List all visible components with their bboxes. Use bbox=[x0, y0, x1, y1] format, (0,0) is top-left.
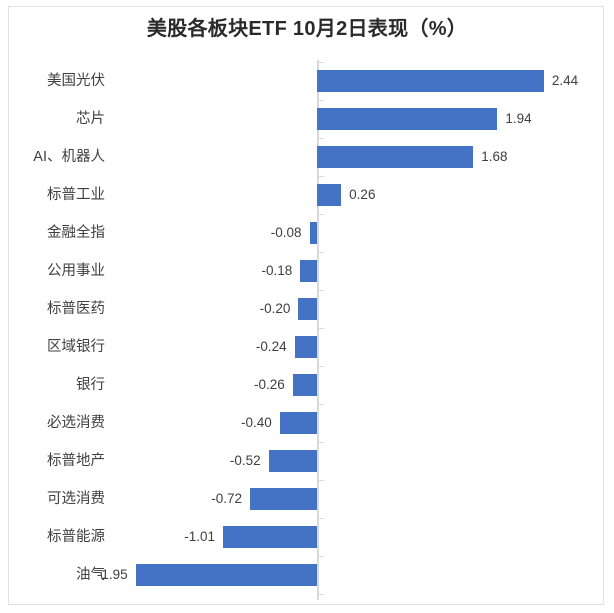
category-label: 标普医药 bbox=[47, 301, 105, 317]
axis-tick bbox=[318, 138, 324, 139]
axis-tick bbox=[318, 214, 324, 215]
axis-tick bbox=[318, 290, 324, 291]
bar bbox=[223, 526, 317, 548]
bar bbox=[279, 412, 317, 434]
category-label: 区域银行 bbox=[47, 339, 105, 355]
bar-row: 银行 -0.26 bbox=[0, 366, 614, 404]
value-label: -1.01 bbox=[184, 529, 216, 544]
bar bbox=[317, 146, 474, 168]
bar bbox=[317, 108, 498, 130]
bar bbox=[298, 298, 317, 320]
bar-row: AI、机器人 1.68 bbox=[0, 138, 614, 176]
axis-tick bbox=[318, 556, 324, 557]
value-label: -0.52 bbox=[229, 453, 261, 468]
category-label: 芯片 bbox=[76, 111, 105, 127]
bar bbox=[135, 564, 317, 586]
bar-row: 必选消费 -0.40 bbox=[0, 404, 614, 442]
category-label: 金融全指 bbox=[47, 225, 105, 241]
axis-tick bbox=[318, 366, 324, 367]
bar-row: 可选消费 -0.72 bbox=[0, 480, 614, 518]
bar bbox=[250, 488, 317, 510]
bar bbox=[268, 450, 317, 472]
axis-tick bbox=[318, 328, 324, 329]
axis-tick bbox=[318, 404, 324, 405]
value-label: -0.08 bbox=[270, 225, 302, 240]
value-label: -0.20 bbox=[259, 301, 291, 316]
bar bbox=[294, 336, 317, 358]
category-label: 必选消费 bbox=[47, 415, 105, 431]
bar bbox=[309, 222, 317, 244]
bar-row: 美国光伏 2.44 bbox=[0, 62, 614, 100]
value-label: 0.26 bbox=[349, 187, 376, 202]
axis-tick bbox=[318, 594, 324, 595]
category-label: 标普地产 bbox=[47, 453, 105, 469]
zero-axis-line bbox=[317, 60, 319, 600]
category-label: AI、机器人 bbox=[33, 149, 105, 165]
category-label: 标普能源 bbox=[47, 529, 105, 545]
value-label: 2.44 bbox=[551, 73, 579, 88]
bar-row: 公用事业 -0.18 bbox=[0, 252, 614, 290]
plot-area: 美国光伏 2.44 芯片 1.94 AI、机器人 1.68 标普工业 0.26 金融全指 -0.0… bbox=[0, 58, 614, 606]
axis-tick bbox=[318, 442, 324, 443]
bar-row: 标普医药 -0.20 bbox=[0, 290, 614, 328]
value-label: -0.72 bbox=[211, 491, 243, 506]
category-label: 可选消费 bbox=[47, 491, 105, 507]
category-label: 美国光伏 bbox=[47, 73, 105, 89]
value-label: -0.26 bbox=[254, 377, 285, 392]
category-label: 标普工业 bbox=[47, 187, 105, 203]
value-label: -1.95 bbox=[96, 567, 128, 582]
axis-tick bbox=[318, 480, 324, 481]
bar bbox=[300, 260, 317, 282]
bar bbox=[317, 184, 342, 206]
category-label: 油气 bbox=[76, 567, 105, 583]
bar-row: 标普地产 -0.52 bbox=[0, 442, 614, 480]
value-label: -0.40 bbox=[241, 415, 272, 430]
value-label: -0.24 bbox=[255, 339, 287, 354]
axis-tick bbox=[318, 100, 324, 101]
bar bbox=[292, 374, 317, 396]
axis-tick bbox=[318, 252, 324, 253]
bar-row: 标普能源 -1.01 bbox=[0, 518, 614, 556]
axis-tick bbox=[318, 62, 324, 63]
value-label: 1.94 bbox=[505, 111, 532, 126]
axis-tick bbox=[318, 176, 324, 177]
bar-row: 标普工业 0.26 bbox=[0, 176, 614, 214]
axis-tick bbox=[318, 518, 324, 519]
bar-row: 芯片 1.94 bbox=[0, 100, 614, 138]
value-label: 1.68 bbox=[481, 149, 508, 164]
category-label: 公用事业 bbox=[47, 263, 105, 279]
value-label: -0.18 bbox=[261, 263, 293, 278]
bar-row: 金融全指 -0.08 bbox=[0, 214, 614, 252]
chart-title: 美股各板块ETF 10月2日表现（%） bbox=[146, 18, 468, 40]
category-label: 银行 bbox=[76, 377, 105, 393]
bar bbox=[317, 70, 544, 92]
bar-row: 油气 -1.95 bbox=[0, 556, 614, 594]
bar-row: 区域银行 -0.24 bbox=[0, 328, 614, 366]
